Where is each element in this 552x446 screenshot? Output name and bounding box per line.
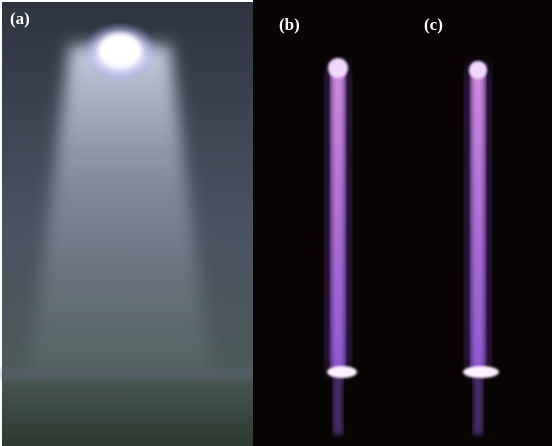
panel-bc: (b) (c) [253,0,552,446]
column-base [327,366,357,378]
panel-label: (a) [10,9,30,28]
floor-line [2,368,253,380]
panel-a: (a) [2,2,253,446]
column-reflection [473,375,483,435]
column-body [331,66,345,372]
figure: (a) (b) (c) [0,0,552,446]
column-base [463,366,499,378]
column-body [471,66,485,372]
column-reflection [333,375,343,435]
panel-label: (c) [424,15,443,34]
panel-bc-background [253,0,552,446]
column-tip [328,58,348,78]
panel-label: (b) [279,15,300,34]
bright-core [100,34,140,66]
column-tip [469,61,487,79]
